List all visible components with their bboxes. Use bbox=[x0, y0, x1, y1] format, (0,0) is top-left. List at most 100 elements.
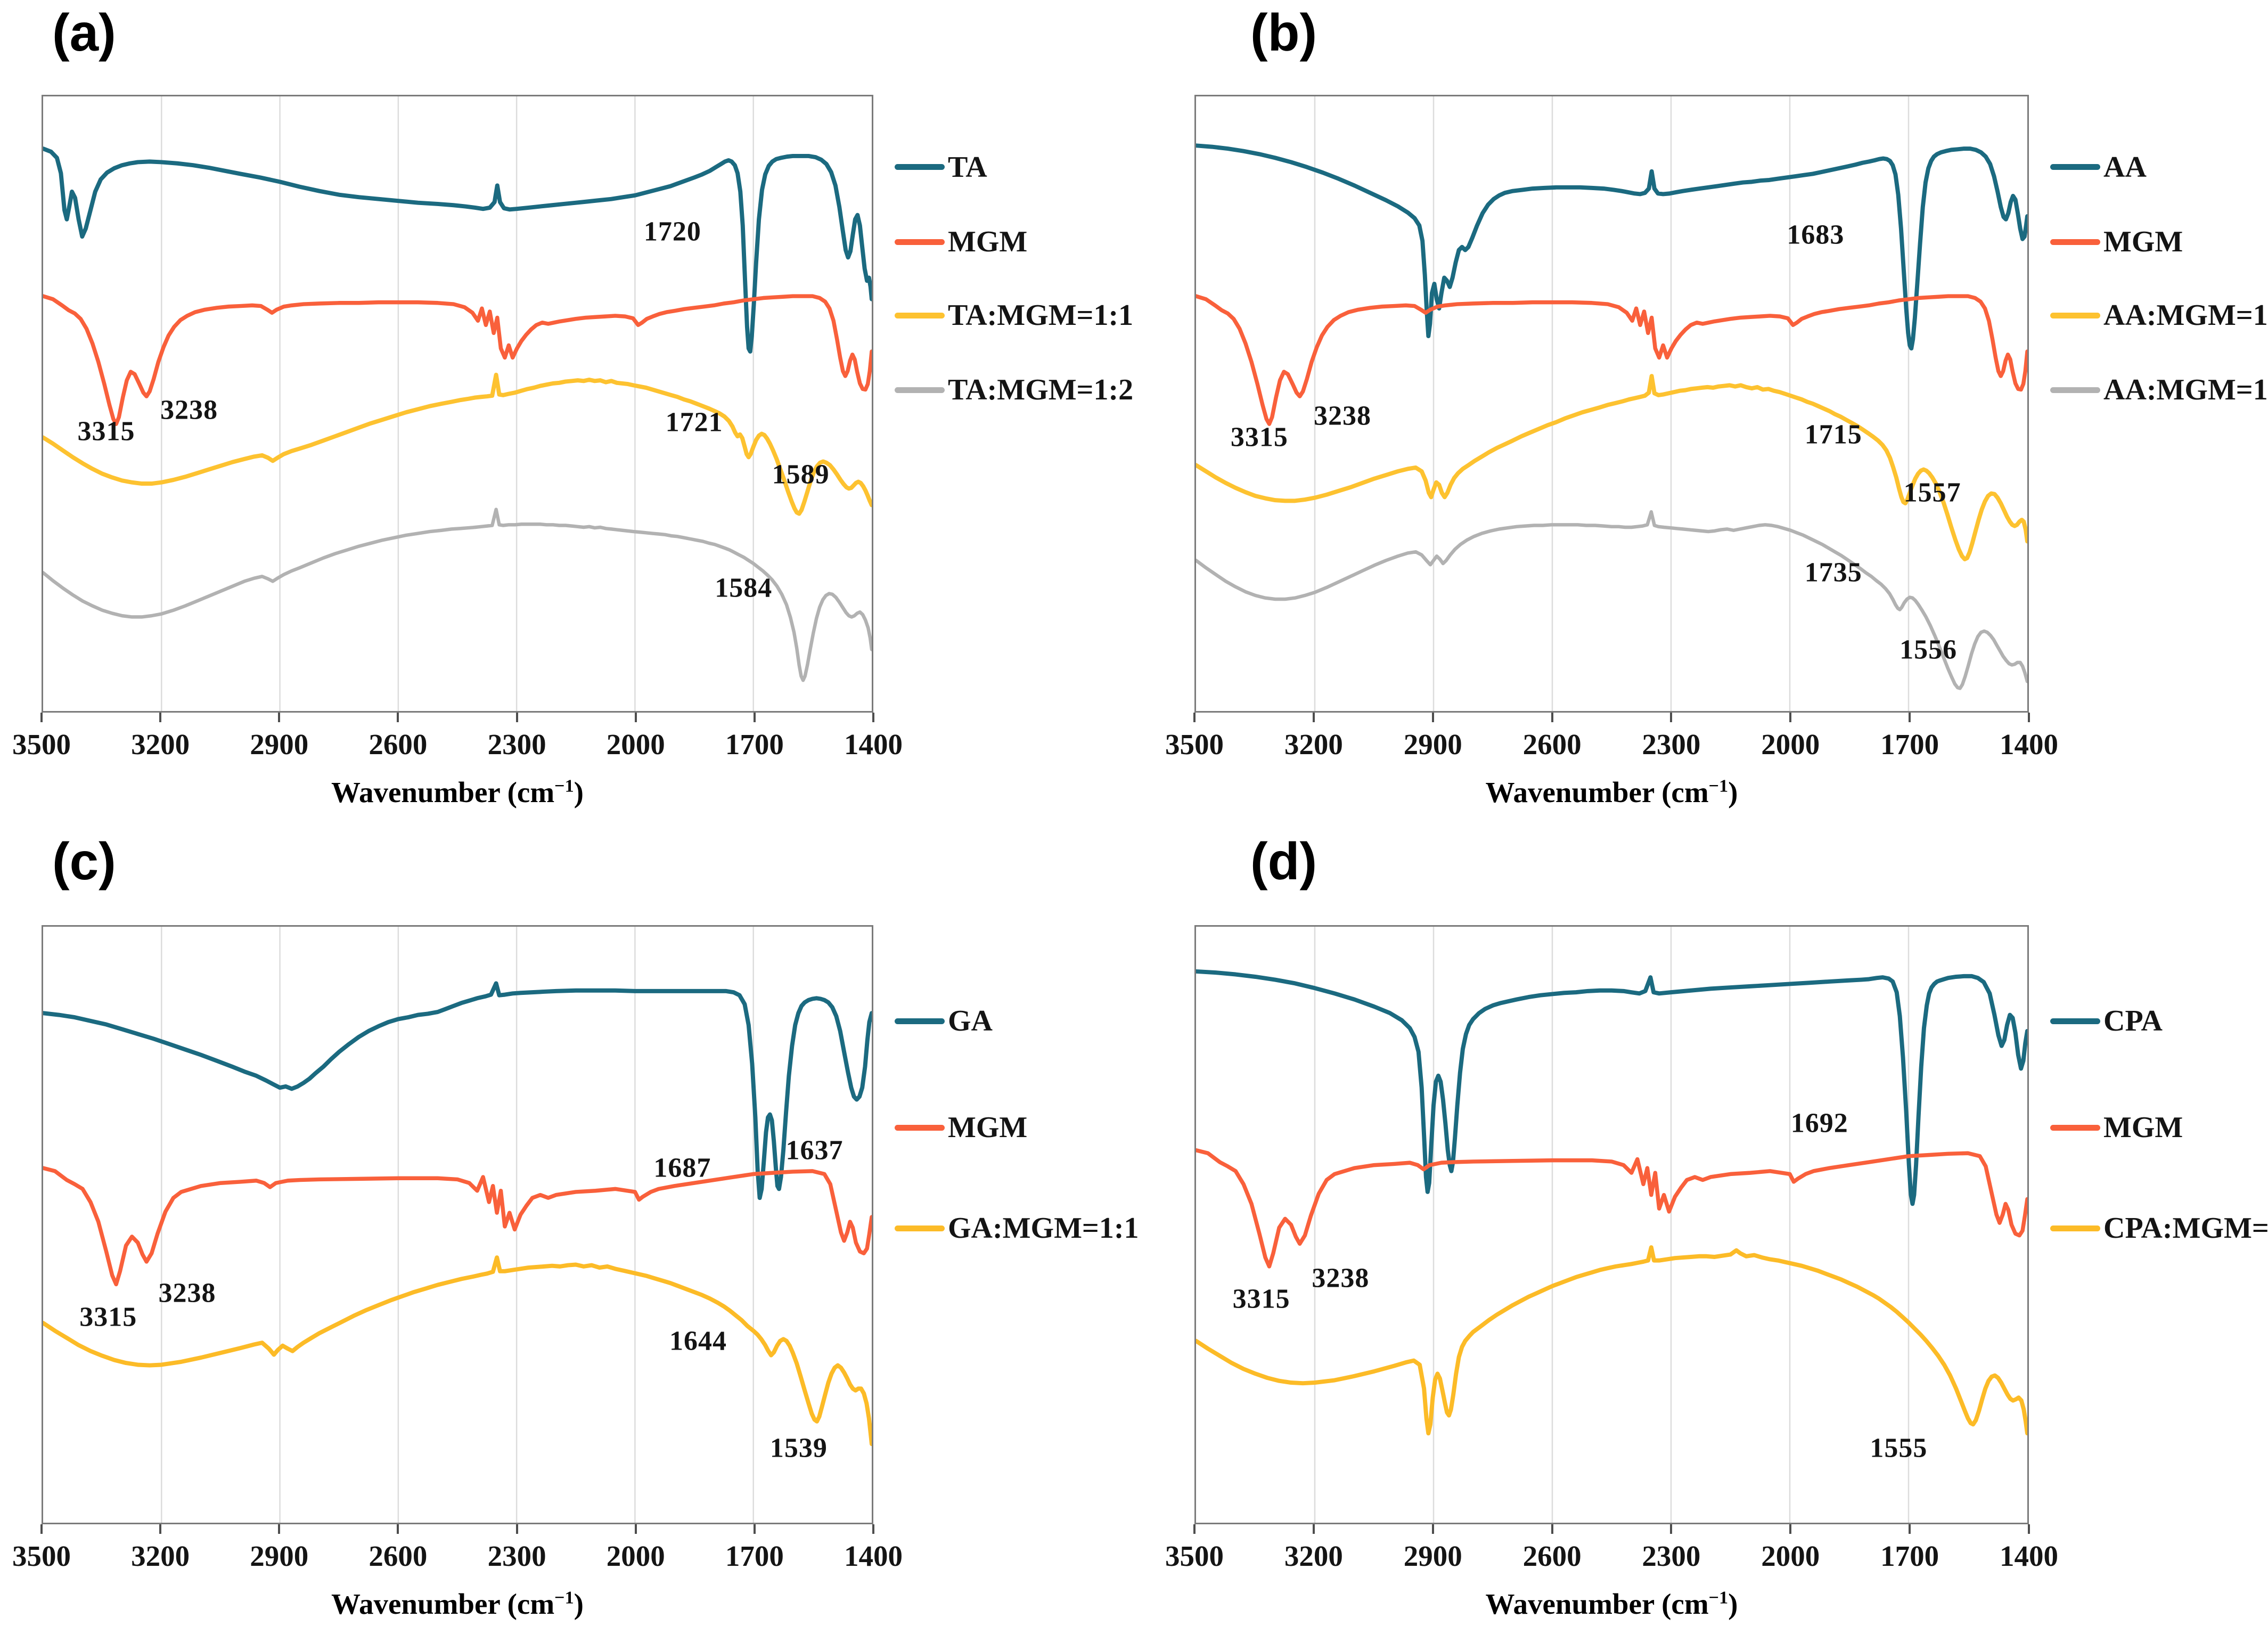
legend-swatch bbox=[895, 387, 945, 393]
x-tick-mark bbox=[40, 1524, 43, 1534]
x-tick-label: 1400 bbox=[844, 1540, 903, 1572]
x-tick-label: 2600 bbox=[369, 728, 428, 761]
x-tick-mark bbox=[2028, 713, 2030, 722]
peak-annotation: 1692 bbox=[1790, 1108, 1848, 1139]
x-axis-label-sup: −1 bbox=[1708, 776, 1729, 796]
plot-area: 1720 3315 3238 1721 1589 1584 bbox=[42, 95, 873, 713]
x-tick-mark bbox=[1312, 713, 1315, 722]
trace-aa bbox=[1196, 143, 2027, 351]
x-tick-mark bbox=[634, 713, 637, 722]
legend-label: AA:MGM=1:1 bbox=[2103, 299, 2268, 332]
trace-mgm bbox=[1196, 1148, 2027, 1269]
x-tick-label: 2600 bbox=[1522, 728, 1582, 761]
x-tick-label: 2600 bbox=[369, 1540, 428, 1572]
trace-cpa-mgm-1-1 bbox=[1196, 1245, 2027, 1436]
legend-label: CPA bbox=[2103, 1004, 2163, 1037]
x-axis-label: Wavenumber (cm−1) bbox=[331, 1587, 584, 1621]
peak-annotation: 1715 bbox=[1804, 419, 1862, 450]
legend-entry: GA bbox=[895, 1004, 993, 1038]
x-tick-label: 3500 bbox=[1165, 728, 1224, 761]
peak-annotation: 1584 bbox=[715, 573, 773, 603]
x-tick-label: 2000 bbox=[606, 728, 665, 761]
legend-swatch bbox=[895, 1018, 945, 1024]
legend-label: AA:MGM=1:2 bbox=[2103, 373, 2268, 407]
legend-swatch bbox=[895, 164, 945, 170]
x-tick-mark bbox=[515, 713, 518, 722]
x-tick-label: 3500 bbox=[12, 728, 71, 761]
peak-annotation: 1539 bbox=[769, 1433, 828, 1464]
x-axis-label-post: ) bbox=[1728, 776, 1738, 808]
trace-mgm bbox=[1196, 294, 2027, 426]
x-axis-label: Wavenumber (cm−1) bbox=[1486, 775, 1738, 809]
plot-area: 1692 3315 3238 1555 bbox=[1194, 925, 2029, 1524]
x-tick-label: 2900 bbox=[1403, 1540, 1462, 1572]
x-tick-label: 1400 bbox=[2000, 728, 2058, 761]
x-tick-mark bbox=[1670, 713, 1673, 722]
x-tick-label: 3200 bbox=[1284, 728, 1343, 761]
legend-entry: AA:MGM=1:1 bbox=[2050, 298, 2268, 332]
plot-area: 1683 3315 3238 1715 1557 1735 1556 bbox=[1194, 95, 2029, 713]
x-tick-mark bbox=[515, 1524, 518, 1534]
peak-annotation: 3315 bbox=[1232, 1284, 1290, 1314]
x-axis-label-pre: Wavenumber (cm bbox=[331, 1588, 555, 1620]
spectra-canvas bbox=[1196, 96, 2027, 711]
peak-annotation: 1556 bbox=[1899, 634, 1958, 665]
x-tick-mark bbox=[1193, 1524, 1196, 1534]
plot-area: 1687 1637 3315 3238 1644 1539 bbox=[42, 925, 873, 1524]
x-tick-label: 3200 bbox=[1284, 1540, 1343, 1572]
legend-entry: MGM bbox=[895, 1110, 1027, 1145]
legend-label: MGM bbox=[2103, 1111, 2183, 1145]
peak-annotation: 3315 bbox=[77, 416, 135, 447]
legend-entry: MGM bbox=[2050, 225, 2183, 259]
trace-ta-mgm-1-2 bbox=[43, 508, 872, 682]
legend-label: MGM bbox=[948, 1111, 1028, 1145]
legend-swatch bbox=[895, 312, 945, 318]
x-tick-mark bbox=[634, 1524, 637, 1534]
x-tick-label: 1400 bbox=[2000, 1540, 2058, 1572]
x-tick-mark bbox=[753, 1524, 756, 1534]
legend-swatch bbox=[2050, 1124, 2100, 1131]
x-axis-label-sup: −1 bbox=[554, 1588, 574, 1608]
x-tick-mark bbox=[872, 713, 874, 722]
legend-label: GA bbox=[948, 1004, 993, 1037]
x-axis-label-post: ) bbox=[574, 776, 584, 808]
x-tick-mark bbox=[1312, 1524, 1315, 1534]
peak-annotation: 1555 bbox=[1870, 1433, 1928, 1464]
legend-entry: TA:MGM=1:2 bbox=[895, 373, 1133, 407]
x-tick-label: 2900 bbox=[250, 1540, 309, 1572]
trace-mgm bbox=[43, 294, 872, 426]
x-tick-label: 2000 bbox=[1761, 1540, 1820, 1572]
x-tick-label: 3200 bbox=[131, 728, 190, 761]
legend-label: TA bbox=[948, 150, 987, 184]
x-tick-label: 2600 bbox=[1522, 1540, 1582, 1572]
legend-swatch bbox=[895, 1225, 945, 1231]
legend-swatch bbox=[2050, 1225, 2100, 1231]
x-tick-mark bbox=[40, 713, 43, 722]
trace-cpa bbox=[1196, 969, 2027, 1206]
peak-annotation: 1683 bbox=[1787, 219, 1845, 250]
peak-annotation: 3238 bbox=[1312, 1263, 1370, 1294]
x-tick-mark bbox=[1789, 1524, 1792, 1534]
x-tick-label: 3500 bbox=[12, 1540, 71, 1572]
x-tick-mark bbox=[159, 1524, 162, 1534]
x-tick-label: 1700 bbox=[725, 1540, 784, 1572]
x-tick-mark bbox=[1431, 1524, 1434, 1534]
x-tick-label: 2900 bbox=[250, 728, 309, 761]
spectra-canvas bbox=[43, 927, 872, 1523]
legend-entry: MGM bbox=[895, 225, 1027, 259]
x-tick-mark bbox=[1909, 1524, 1911, 1534]
legend-label: TA:MGM=1:1 bbox=[948, 299, 1134, 332]
legend-entry: AA bbox=[2050, 150, 2147, 184]
x-tick-label: 2000 bbox=[1761, 728, 1820, 761]
legend-swatch bbox=[895, 239, 945, 245]
x-axis-label-pre: Wavenumber (cm bbox=[1485, 1588, 1709, 1620]
x-tick-label: 2300 bbox=[1642, 1540, 1701, 1572]
x-axis-label-sup: −1 bbox=[1708, 1588, 1729, 1608]
x-tick-mark bbox=[1551, 713, 1553, 722]
x-axis-label: Wavenumber (cm−1) bbox=[331, 775, 584, 809]
legend-swatch bbox=[2050, 239, 2100, 245]
legend-label: GA:MGM=1:1 bbox=[948, 1212, 1139, 1245]
x-axis-label-pre: Wavenumber (cm bbox=[1485, 776, 1709, 808]
peak-annotation: 1637 bbox=[785, 1135, 844, 1166]
